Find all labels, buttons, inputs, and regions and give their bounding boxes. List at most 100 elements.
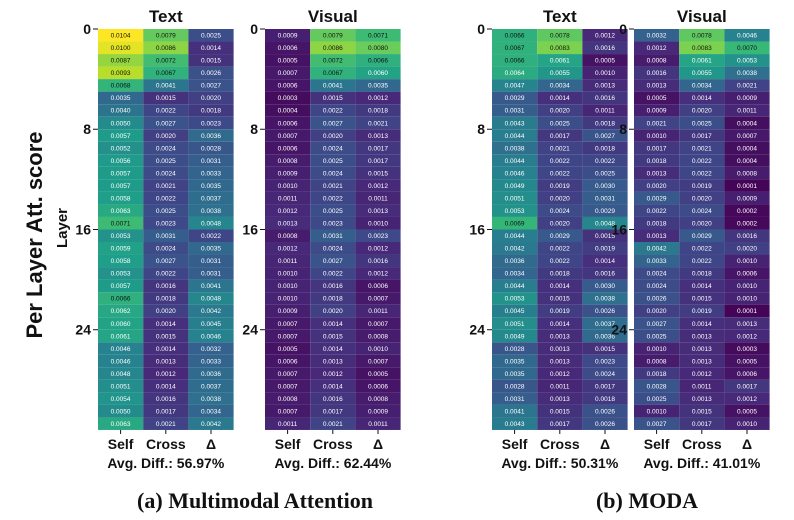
x-tick-label: Δ bbox=[742, 436, 752, 452]
heatmap-cell-label: 0.0031 bbox=[595, 195, 615, 202]
y-tick-label: 0 bbox=[619, 21, 627, 37]
heatmap-cell-label: 0.0048 bbox=[111, 371, 131, 378]
heatmap-cell-label: 0.0014 bbox=[550, 283, 570, 290]
heatmap-cell-label: 0.0027 bbox=[323, 120, 343, 127]
heatmap-cell-label: 0.0038 bbox=[595, 296, 615, 303]
heatmap-cell bbox=[98, 204, 144, 217]
heatmap-cell-label: 0.0033 bbox=[201, 170, 221, 177]
heatmap-cell-label: 0.0017 bbox=[368, 145, 388, 152]
heatmap-cell bbox=[492, 104, 538, 117]
heatmap-cell bbox=[143, 279, 189, 293]
heatmap-cell-label: 0.0031 bbox=[156, 233, 176, 240]
heatmap-cell-label: 0.0050 bbox=[111, 408, 131, 415]
heatmap-cell bbox=[98, 104, 144, 117]
heatmap-cell-label: 0.0027 bbox=[323, 258, 343, 265]
heatmap-cell bbox=[679, 204, 725, 217]
heatmap-cell bbox=[188, 91, 234, 105]
heatmap-cell-label: 0.0010 bbox=[278, 296, 298, 303]
heatmap-cell-label: 0.0013 bbox=[692, 346, 712, 353]
heatmap-cell bbox=[537, 367, 583, 380]
heatmap-cell-label: 0.0013 bbox=[278, 221, 298, 228]
heatmap-cell bbox=[188, 417, 234, 430]
heatmap-cell-label: 0.0027 bbox=[201, 83, 221, 90]
heatmap-cell-label: 0.0013 bbox=[323, 358, 343, 365]
heatmap-cell-label: 0.0053 bbox=[737, 58, 757, 65]
avg-diff-label: Avg. Diff.: 56.97% bbox=[107, 455, 225, 471]
heatmap-cell-label: 0.0044 bbox=[505, 158, 525, 165]
x-tick-label: Cross bbox=[540, 436, 580, 452]
heatmap-cell-label: 0.0079 bbox=[323, 33, 343, 40]
heatmap-cell bbox=[143, 166, 189, 180]
heatmap-cell bbox=[582, 179, 628, 192]
heatmap-cell bbox=[355, 304, 401, 318]
heatmap-cell bbox=[724, 354, 770, 368]
heatmap-cell bbox=[265, 116, 311, 130]
heatmap-cell-label: 0.0067 bbox=[156, 70, 176, 77]
x-tick-label: Self bbox=[108, 436, 134, 452]
heatmap-cell bbox=[310, 91, 356, 105]
heatmap-cell bbox=[310, 154, 356, 167]
heatmap-cell-label: 0.0006 bbox=[278, 83, 298, 90]
heatmap-cell bbox=[98, 191, 144, 205]
group-label-moda: (b) MODA bbox=[596, 488, 698, 513]
heatmap-cell-label: 0.0006 bbox=[368, 283, 388, 290]
heatmap-cell-label: 0.0013 bbox=[550, 358, 570, 365]
heatmap-cell bbox=[679, 116, 725, 130]
heatmap-cell-label: 0.0032 bbox=[201, 346, 221, 353]
heatmap-cell bbox=[188, 267, 234, 280]
heatmap-cell-label: 0.0013 bbox=[647, 170, 667, 177]
heatmap-cell-label: 0.0010 bbox=[368, 346, 388, 353]
heatmap-cell bbox=[582, 379, 628, 393]
heatmap-cell-label: 0.0005 bbox=[647, 95, 667, 102]
heatmap-cell bbox=[724, 254, 770, 268]
heatmap-cell-label: 0.0017 bbox=[156, 408, 176, 415]
heatmap-cell bbox=[582, 329, 628, 343]
heatmap-cell bbox=[98, 91, 144, 105]
heatmap-cell-label: 0.0057 bbox=[111, 283, 131, 290]
y-tick-label: 24 bbox=[469, 322, 485, 338]
heatmap-cell bbox=[98, 66, 144, 80]
heatmap-cell-label: 0.0004 bbox=[278, 108, 298, 115]
heatmap-cell bbox=[492, 379, 538, 393]
heatmap-cell bbox=[492, 254, 538, 268]
heatmap-cell-label: 0.0020 bbox=[692, 221, 712, 228]
heatmap-cell-label: 0.0008 bbox=[647, 358, 667, 365]
heatmap-cell-label: 0.0054 bbox=[111, 396, 131, 403]
heatmap-cell-label: 0.0005 bbox=[737, 408, 757, 415]
heatmap-cell bbox=[537, 41, 583, 55]
heatmap-cell-label: 0.0061 bbox=[692, 58, 712, 65]
heatmap-cell-label: 0.0020 bbox=[156, 133, 176, 140]
heatmap-cell bbox=[188, 129, 234, 142]
heatmap-cell bbox=[355, 66, 401, 80]
heatmap-cell-label: 0.0010 bbox=[737, 421, 757, 428]
heatmap-cell bbox=[634, 41, 680, 55]
heatmap-cell-label: 0.0019 bbox=[595, 246, 615, 253]
heatmap-cell bbox=[634, 79, 680, 92]
heatmap-cell bbox=[143, 304, 189, 318]
heatmap-cell bbox=[143, 29, 189, 42]
heatmap-cell bbox=[634, 66, 680, 80]
heatmap-cell-label: 0.0013 bbox=[647, 83, 667, 90]
heatmap-cell-label: 0.0001 bbox=[737, 308, 757, 315]
heatmap-cell-label: 0.0012 bbox=[368, 183, 388, 190]
heatmap-cell-label: 0.0069 bbox=[505, 221, 525, 228]
heatmap-cell-label: 0.0036 bbox=[505, 258, 525, 265]
heatmap-cell bbox=[537, 379, 583, 393]
heatmap-cell-label: 0.0018 bbox=[156, 296, 176, 303]
heatmap-cell-label: 0.0006 bbox=[278, 358, 298, 365]
heatmap-cell bbox=[265, 104, 311, 117]
heatmap-cell bbox=[679, 379, 725, 393]
heatmap-cell-label: 0.0072 bbox=[323, 58, 343, 65]
heatmap-cell-label: 0.0021 bbox=[323, 421, 343, 428]
heatmap-cell bbox=[265, 404, 311, 418]
heatmap-cell-label: 0.0018 bbox=[647, 221, 667, 228]
heatmap-cell-label: 0.0057 bbox=[111, 170, 131, 177]
x-tick-label: Δ bbox=[373, 436, 383, 452]
heatmap-cell bbox=[98, 267, 144, 280]
heatmap-cell bbox=[143, 404, 189, 418]
heatmap-cell-label: 0.0058 bbox=[111, 195, 131, 202]
heatmap-cell bbox=[537, 166, 583, 180]
heatmap-cell-label: 0.0013 bbox=[368, 208, 388, 215]
heatmap-cell bbox=[355, 417, 401, 430]
heatmap-cell bbox=[679, 267, 725, 280]
